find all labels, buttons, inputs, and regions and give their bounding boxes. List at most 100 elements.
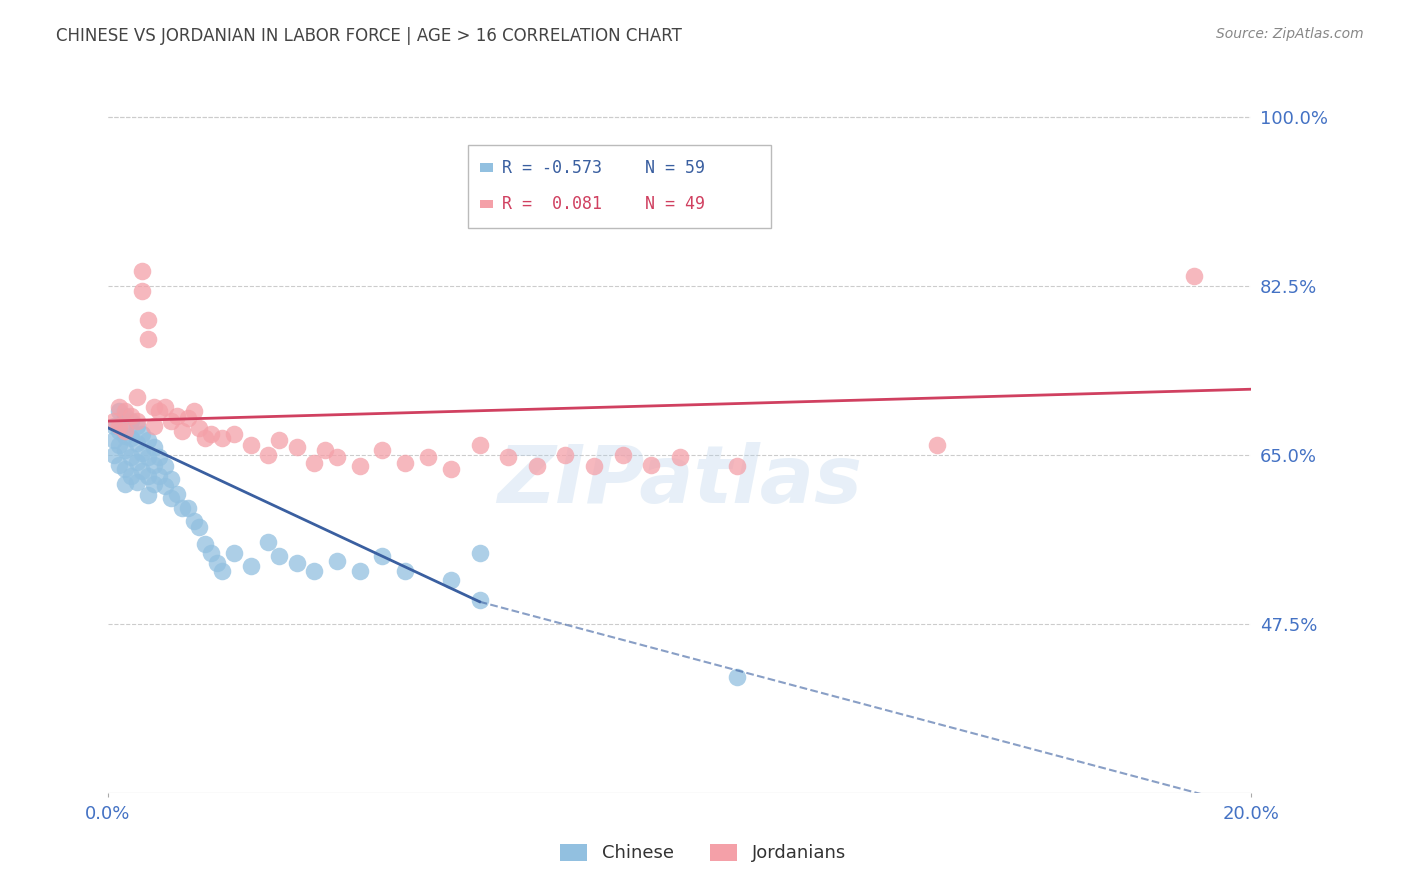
Point <box>440 574 463 588</box>
Point <box>108 458 131 472</box>
Point <box>172 501 194 516</box>
Point <box>108 438 131 452</box>
Point <box>183 404 205 418</box>
Point <box>325 450 347 464</box>
Point <box>205 556 228 570</box>
Point <box>371 549 394 564</box>
Point <box>194 537 217 551</box>
Point <box>172 424 194 438</box>
Point <box>131 426 153 441</box>
Point <box>114 424 136 438</box>
Point <box>160 472 183 486</box>
Point <box>103 448 125 462</box>
Point <box>125 436 148 450</box>
Point <box>418 450 440 464</box>
Point <box>349 459 371 474</box>
Point <box>371 443 394 458</box>
Point <box>114 476 136 491</box>
Point <box>188 520 211 534</box>
Point <box>136 312 159 326</box>
Point <box>302 456 325 470</box>
Point <box>394 456 416 470</box>
Text: Source: ZipAtlas.com: Source: ZipAtlas.com <box>1216 27 1364 41</box>
Point <box>153 459 176 474</box>
Point <box>526 459 548 474</box>
Point <box>177 501 200 516</box>
Point <box>222 546 245 560</box>
Point <box>554 448 576 462</box>
Point <box>668 450 690 464</box>
Point <box>302 564 325 578</box>
Point <box>211 430 233 444</box>
Point <box>160 491 183 506</box>
Point <box>142 400 165 414</box>
Point <box>114 443 136 458</box>
Point <box>120 409 142 424</box>
Point <box>468 546 491 560</box>
Point <box>131 464 153 478</box>
Point <box>925 438 948 452</box>
Point <box>349 564 371 578</box>
Text: R = -0.573: R = -0.573 <box>502 159 602 177</box>
Point <box>269 434 291 448</box>
Point <box>222 426 245 441</box>
Point <box>114 409 136 424</box>
Point <box>103 414 125 428</box>
Point <box>114 428 136 442</box>
Text: N = 59: N = 59 <box>645 159 706 177</box>
Point <box>200 426 222 441</box>
Point <box>200 546 222 560</box>
Point <box>142 458 165 472</box>
Point <box>136 450 159 464</box>
Point <box>108 424 131 438</box>
Point <box>125 418 148 433</box>
Point <box>108 404 131 418</box>
Point <box>148 450 170 464</box>
Legend: Chinese, Jordanians: Chinese, Jordanians <box>553 837 853 870</box>
Point <box>153 400 176 414</box>
Point <box>177 411 200 425</box>
Point <box>160 414 183 428</box>
Point <box>125 390 148 404</box>
Point <box>136 469 159 483</box>
Point <box>257 534 280 549</box>
Point <box>136 434 159 448</box>
Point <box>188 421 211 435</box>
Text: ZIPatlas: ZIPatlas <box>498 442 862 520</box>
Point <box>239 559 262 574</box>
Point <box>183 514 205 528</box>
Point <box>582 459 605 474</box>
Point <box>153 479 176 493</box>
Point <box>125 475 148 489</box>
Point <box>125 455 148 469</box>
Point <box>468 438 491 452</box>
Point <box>131 446 153 460</box>
Point <box>120 414 142 428</box>
Point <box>640 458 662 472</box>
FancyBboxPatch shape <box>479 163 494 172</box>
Point <box>612 448 634 462</box>
FancyBboxPatch shape <box>468 145 770 227</box>
Point <box>440 462 463 476</box>
Point <box>142 418 165 433</box>
Point <box>394 564 416 578</box>
Point <box>325 554 347 568</box>
Point <box>285 440 308 454</box>
Point <box>108 418 131 433</box>
Point <box>103 418 125 433</box>
Point <box>166 486 188 500</box>
Text: CHINESE VS JORDANIAN IN LABOR FORCE | AGE > 16 CORRELATION CHART: CHINESE VS JORDANIAN IN LABOR FORCE | AG… <box>56 27 682 45</box>
Point <box>103 434 125 448</box>
Point <box>194 430 217 444</box>
Point <box>1182 269 1205 284</box>
Point <box>120 450 142 464</box>
Point <box>211 564 233 578</box>
Point <box>136 488 159 502</box>
Point <box>142 440 165 454</box>
Point <box>725 459 748 474</box>
Point <box>269 549 291 564</box>
Point <box>136 332 159 346</box>
Point <box>142 476 165 491</box>
Point <box>239 438 262 452</box>
Point <box>125 414 148 428</box>
